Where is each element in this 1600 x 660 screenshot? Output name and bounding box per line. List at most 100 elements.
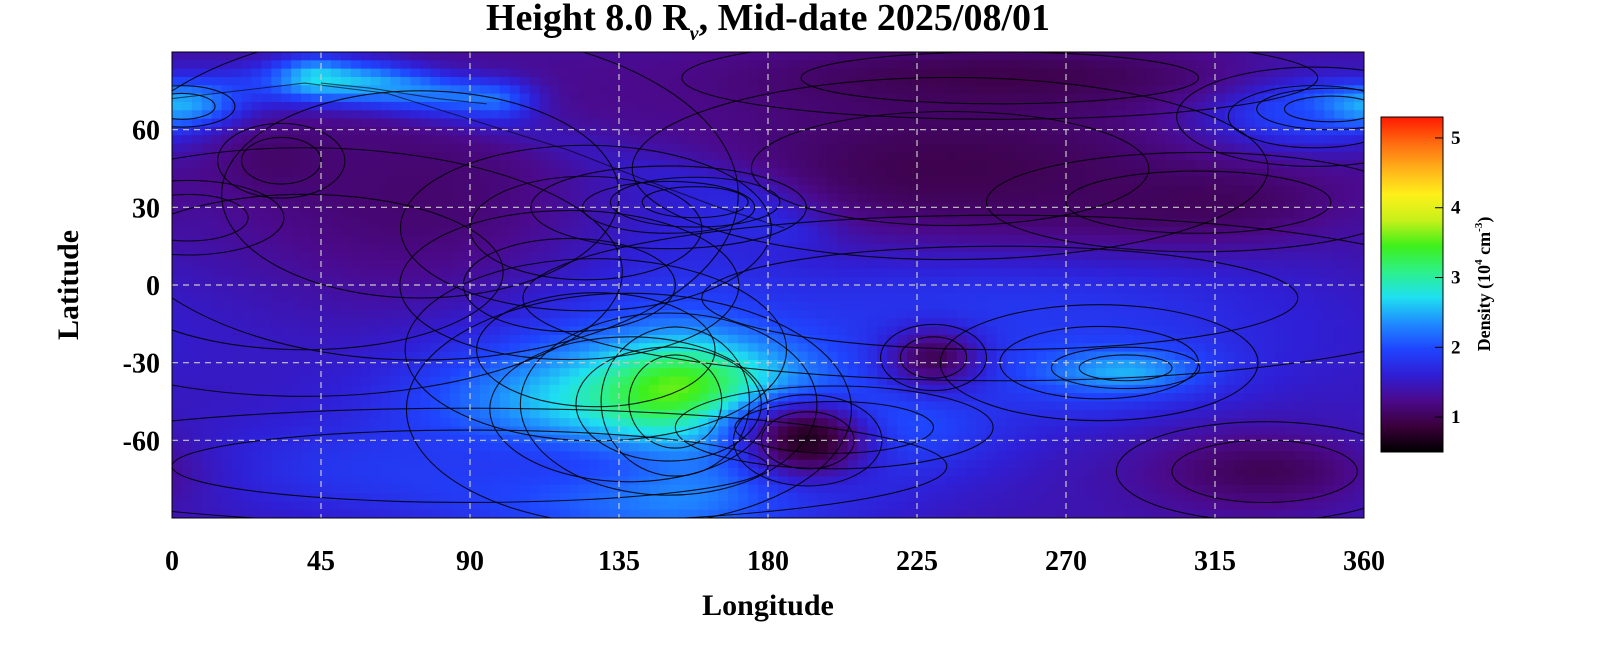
heatmap-cell bbox=[956, 110, 968, 120]
heatmap-cell bbox=[946, 210, 958, 220]
heatmap-cell bbox=[519, 318, 531, 328]
heatmap-cell bbox=[648, 318, 660, 328]
heatmap-cell bbox=[648, 226, 660, 236]
heatmap-cell bbox=[1135, 201, 1147, 211]
heatmap-cell bbox=[678, 368, 690, 378]
heatmap-cell bbox=[1036, 151, 1047, 161]
heatmap-cell bbox=[738, 201, 749, 211]
heatmap-cell bbox=[589, 193, 600, 203]
heatmap-cell bbox=[470, 334, 481, 344]
heatmap-cell bbox=[787, 268, 799, 278]
heatmap-cell bbox=[887, 326, 898, 336]
heatmap-cell bbox=[877, 201, 888, 211]
heatmap-cell bbox=[777, 168, 789, 178]
heatmap-cell bbox=[1046, 268, 1057, 278]
heatmap-cell bbox=[291, 93, 302, 103]
heatmap-cell bbox=[1026, 85, 1037, 95]
heatmap-cell bbox=[172, 76, 183, 86]
heatmap-cell bbox=[887, 334, 898, 344]
heatmap-cell bbox=[390, 309, 402, 319]
heatmap-cell bbox=[1056, 126, 1067, 136]
heatmap-cell bbox=[221, 359, 233, 369]
heatmap-cell bbox=[926, 68, 938, 78]
heatmap-cell bbox=[1205, 76, 1216, 86]
heatmap-cell bbox=[301, 110, 312, 120]
heatmap-cell bbox=[579, 185, 590, 195]
heatmap-cell bbox=[380, 126, 392, 136]
heatmap-cell bbox=[579, 126, 590, 136]
heatmap-cell bbox=[917, 251, 928, 261]
heatmap-cell bbox=[718, 343, 729, 353]
heatmap-cell bbox=[1354, 151, 1364, 161]
heatmap-cell bbox=[1036, 60, 1047, 70]
heatmap-cell bbox=[1334, 52, 1345, 61]
heatmap-cell bbox=[1284, 76, 1296, 86]
heatmap-cell bbox=[1105, 93, 1117, 103]
heatmap-cell bbox=[311, 168, 322, 178]
heatmap-cell bbox=[360, 85, 372, 95]
heatmap-cell bbox=[330, 60, 342, 70]
heatmap-cell bbox=[390, 285, 402, 294]
heatmap-cell bbox=[1006, 151, 1017, 161]
heatmap-cell bbox=[350, 126, 362, 136]
heatmap-cell bbox=[1264, 93, 1276, 103]
heatmap-cell bbox=[1046, 343, 1057, 353]
heatmap-cell bbox=[549, 235, 560, 244]
heatmap-cell bbox=[936, 276, 948, 286]
heatmap-cell bbox=[599, 368, 610, 378]
heatmap-cell bbox=[330, 301, 342, 311]
heatmap-cell bbox=[1284, 293, 1296, 303]
heatmap-cell bbox=[956, 185, 968, 195]
heatmap-cell bbox=[221, 376, 233, 386]
heatmap-cell bbox=[390, 52, 402, 61]
heatmap-cell bbox=[370, 376, 382, 386]
heatmap-cell bbox=[221, 276, 233, 286]
heatmap-cell bbox=[1195, 318, 1206, 328]
heatmap-cell bbox=[1165, 368, 1176, 378]
heatmap-cell bbox=[291, 376, 302, 386]
heatmap-cell bbox=[1334, 243, 1345, 253]
heatmap-cell bbox=[758, 334, 769, 344]
heatmap-cell bbox=[589, 168, 600, 178]
heatmap-cell bbox=[668, 210, 680, 220]
heatmap-cell bbox=[847, 176, 858, 186]
heatmap-cell bbox=[1185, 160, 1196, 170]
heatmap-cell bbox=[221, 193, 233, 203]
heatmap-cell bbox=[857, 260, 868, 269]
heatmap-cell bbox=[817, 260, 829, 269]
heatmap-cell bbox=[1294, 351, 1305, 361]
heatmap-cell bbox=[420, 176, 431, 186]
heatmap-cell bbox=[847, 359, 858, 369]
heatmap-cell bbox=[1344, 185, 1355, 195]
heatmap-cell bbox=[231, 393, 243, 403]
heatmap-cell bbox=[698, 268, 709, 278]
heatmap-cell bbox=[917, 276, 928, 286]
heatmap-cell bbox=[1145, 268, 1156, 278]
heatmap-cell bbox=[330, 243, 342, 253]
heatmap-cell bbox=[648, 368, 660, 378]
heatmap-cell bbox=[619, 168, 630, 178]
heatmap-cell bbox=[311, 359, 322, 369]
heatmap-cell bbox=[241, 60, 253, 70]
heatmap-cell bbox=[549, 285, 560, 294]
heatmap-cell bbox=[321, 93, 332, 103]
heatmap-cell bbox=[1006, 60, 1017, 70]
heatmap-cell bbox=[1284, 68, 1296, 78]
heatmap-cell bbox=[350, 218, 362, 228]
heatmap-cell bbox=[1056, 201, 1067, 211]
heatmap-cell bbox=[907, 359, 918, 369]
heatmap-cell bbox=[1006, 260, 1017, 269]
heatmap-cell bbox=[777, 343, 789, 353]
heatmap-cell bbox=[1165, 160, 1176, 170]
heatmap-cell bbox=[1324, 359, 1335, 369]
heatmap-cell bbox=[827, 193, 839, 203]
heatmap-cell bbox=[1026, 68, 1037, 78]
heatmap-cell bbox=[569, 118, 580, 128]
heatmap-cell bbox=[777, 318, 789, 328]
heatmap-cell bbox=[1085, 293, 1097, 303]
heatmap-cell bbox=[489, 351, 501, 361]
heatmap-cell bbox=[330, 293, 342, 303]
heatmap-cell bbox=[1095, 285, 1107, 294]
heatmap-cell bbox=[1344, 135, 1355, 145]
heatmap-cell bbox=[887, 268, 898, 278]
